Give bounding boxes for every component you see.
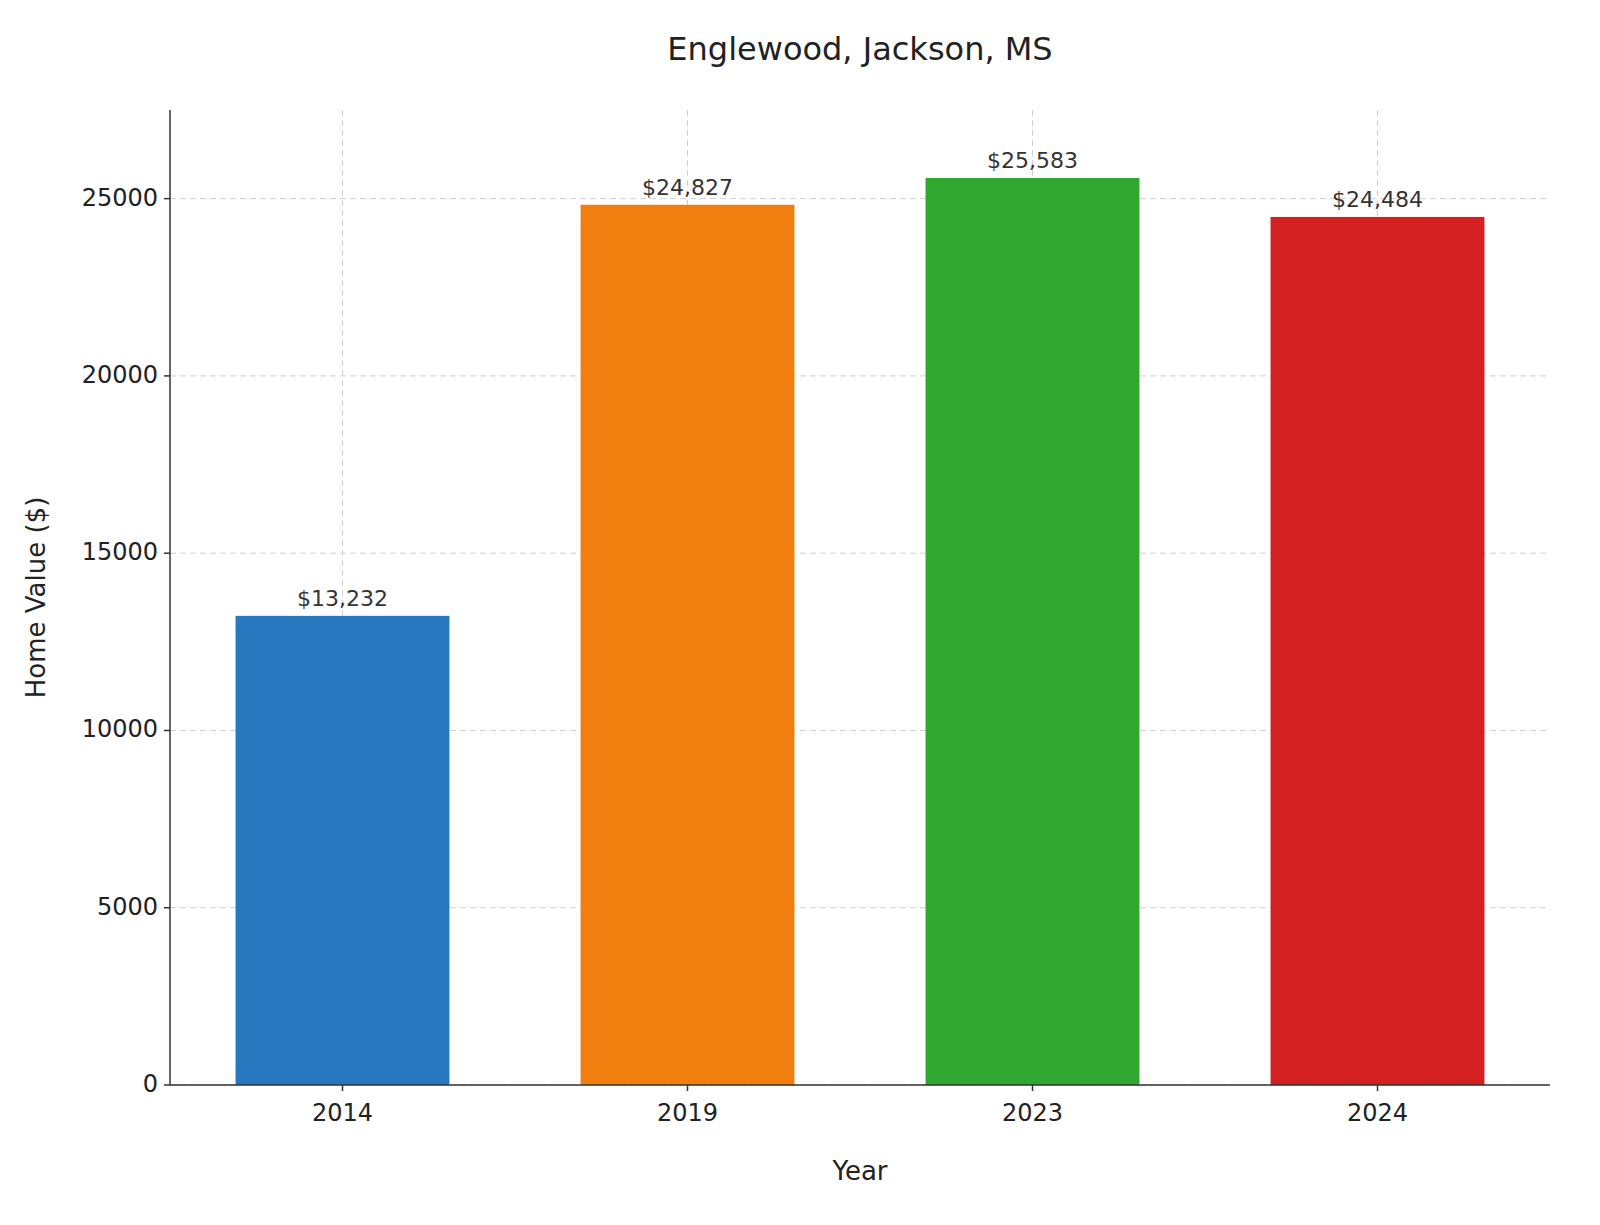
y-tick-label: 5000 [97,893,158,921]
chart-svg: $13,232 $24,827 $25,583 $24,484 0 5000 10000 15… [0,0,1600,1225]
data-labels: $13,232 $24,827 $25,583 $24,484 [297,148,1423,611]
x-tick-label: 2024 [1347,1099,1408,1127]
y-tick-label: 0 [143,1070,158,1098]
data-label: $24,827 [642,175,733,200]
y-tick-label: 10000 [82,715,158,743]
y-tick [164,730,170,732]
title: Englewood, Jackson, MS [667,30,1052,68]
y-tick-label: 15000 [82,538,158,566]
y-tick [164,375,170,377]
x-tick [687,1085,689,1091]
x-axis-line [170,1084,1550,1086]
bar [926,178,1140,1085]
bars [236,178,1485,1085]
y-tick [164,907,170,909]
x-axis-label: Year [831,1156,887,1186]
x-tick-label: 2023 [1002,1099,1063,1127]
y-grid-line [170,1085,1550,1086]
y-tick [164,198,170,200]
x-tick-label: 2014 [312,1099,373,1127]
x-tick [1032,1085,1034,1091]
y-axis-line [169,110,171,1085]
chart-container: $13,232 $24,827 $25,583 $24,484 0 5000 10000 15… [0,0,1600,1225]
x-tick [1377,1085,1379,1091]
axes: 0 5000 10000 15000 20000 25000 2014 2019 2023 202… [82,110,1550,1127]
y-axis-label: Home Value ($) [21,497,51,699]
data-label: $13,232 [297,586,388,611]
y-tick-label: 20000 [82,361,158,389]
data-label: $24,484 [1332,187,1423,212]
x-tick [342,1085,344,1091]
y-tick-label: 25000 [82,184,158,212]
bar [581,205,795,1085]
x-tick-label: 2019 [657,1099,718,1127]
bar [236,616,450,1085]
bar [1271,217,1485,1085]
grid [170,110,1550,1085]
y-tick [164,552,170,554]
y-tick [164,1084,170,1086]
data-label: $25,583 [987,148,1078,173]
